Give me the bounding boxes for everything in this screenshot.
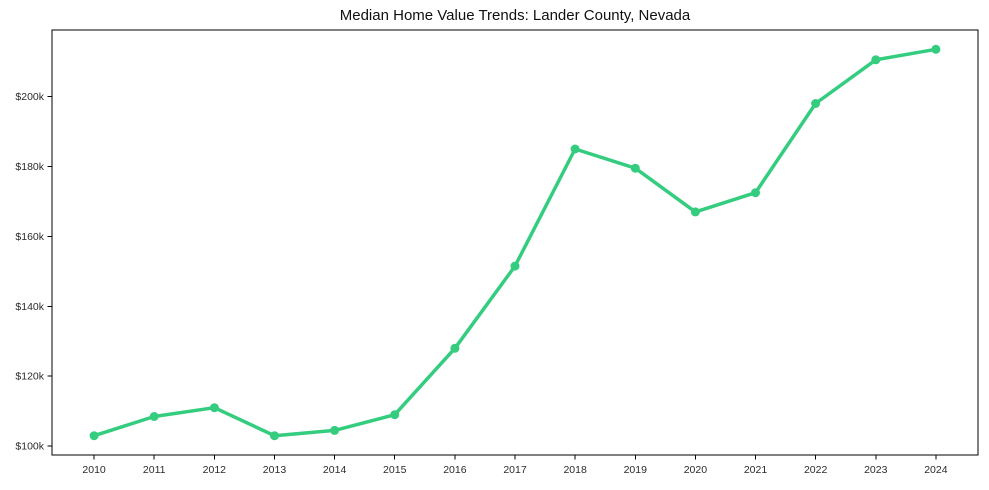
x-tick-label: 2018 xyxy=(563,464,587,476)
data-point-marker xyxy=(570,144,580,154)
x-tick-label: 2013 xyxy=(263,464,287,476)
x-tick-label: 2019 xyxy=(624,464,648,476)
y-tick-label: $200k xyxy=(15,91,44,103)
x-tick-label: 2023 xyxy=(864,464,888,476)
chart-title: Median Home Value Trends: Lander County,… xyxy=(339,7,691,24)
x-tick-label: 2024 xyxy=(924,464,948,476)
data-point-marker xyxy=(209,403,219,413)
data-point-marker xyxy=(510,261,520,271)
y-tick-label: $100k xyxy=(15,441,44,453)
x-tick-label: 2011 xyxy=(143,464,166,476)
data-point-marker xyxy=(450,343,460,353)
y-tick-label: $160k xyxy=(15,231,44,243)
plot-border xyxy=(51,29,979,456)
x-tick-label: 2022 xyxy=(804,464,828,476)
x-tick-label: 2020 xyxy=(684,464,708,476)
y-tick-label: $140k xyxy=(15,301,44,313)
x-tick-label: 2017 xyxy=(503,464,527,476)
x-tick-label: 2014 xyxy=(323,464,347,476)
x-tick-label: 2015 xyxy=(383,464,407,476)
data-point-marker xyxy=(149,412,159,421)
x-tick-label: 2010 xyxy=(82,464,106,476)
trend-line xyxy=(92,47,938,438)
data-point-marker xyxy=(871,55,881,65)
data-point-marker xyxy=(330,425,340,435)
data-point-marker xyxy=(630,163,640,173)
data-point-marker xyxy=(390,410,400,420)
y-tick-label: $180k xyxy=(15,161,44,173)
data-point-marker xyxy=(270,431,279,441)
data-point-marker xyxy=(811,99,821,108)
data-point-marker xyxy=(690,207,700,217)
data-point-marker xyxy=(751,188,760,198)
data-point-marker xyxy=(931,44,941,54)
y-tick-label: $120k xyxy=(15,371,44,383)
x-tick-label: 2021 xyxy=(744,464,768,476)
x-tick-label: 2012 xyxy=(203,464,227,476)
x-tick-label: 2016 xyxy=(443,464,467,476)
data-point-marker xyxy=(89,431,99,441)
